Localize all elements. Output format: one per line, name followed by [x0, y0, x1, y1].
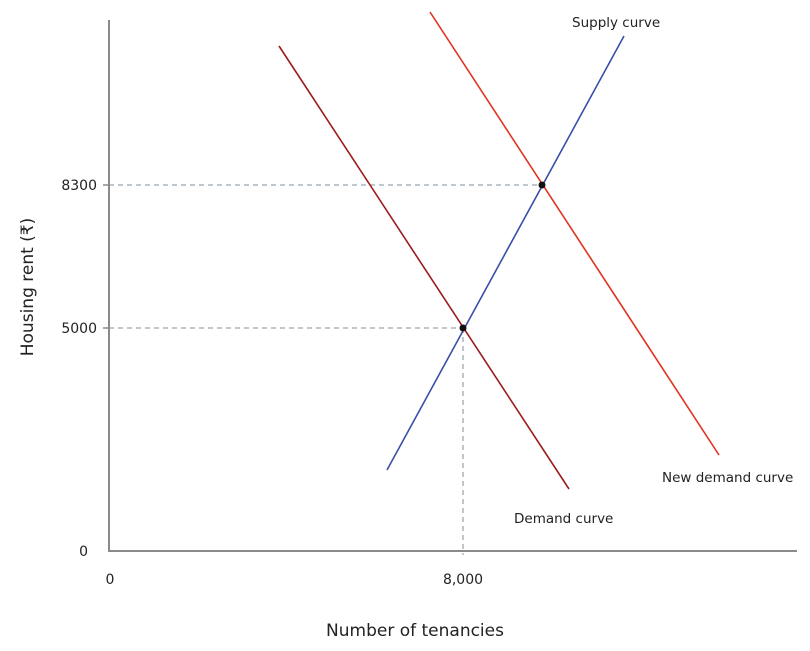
demand-curve: [278, 45, 570, 490]
y-tick-label-0: 0: [79, 544, 88, 560]
y-tick-label-8300: 8300: [61, 178, 97, 194]
x-tick-label-8000: 8,000: [443, 572, 483, 588]
equilibrium-point-original: [459, 324, 467, 332]
y-tick-label-5000: 5000: [61, 321, 97, 337]
supply-curve-label: Supply curve: [572, 15, 660, 31]
demand-curve-label: Demand curve: [514, 511, 613, 527]
equilibrium-point-new: [538, 181, 546, 189]
new-demand-curve-label: New demand curve: [662, 470, 793, 486]
supply-curve: [386, 35, 625, 471]
x-tick-label-0: 0: [106, 572, 115, 588]
new-demand-curve: [429, 11, 720, 456]
x-axis-title: Number of tenancies: [326, 621, 504, 641]
y-axis-title: Housing rent (₹): [18, 218, 38, 357]
